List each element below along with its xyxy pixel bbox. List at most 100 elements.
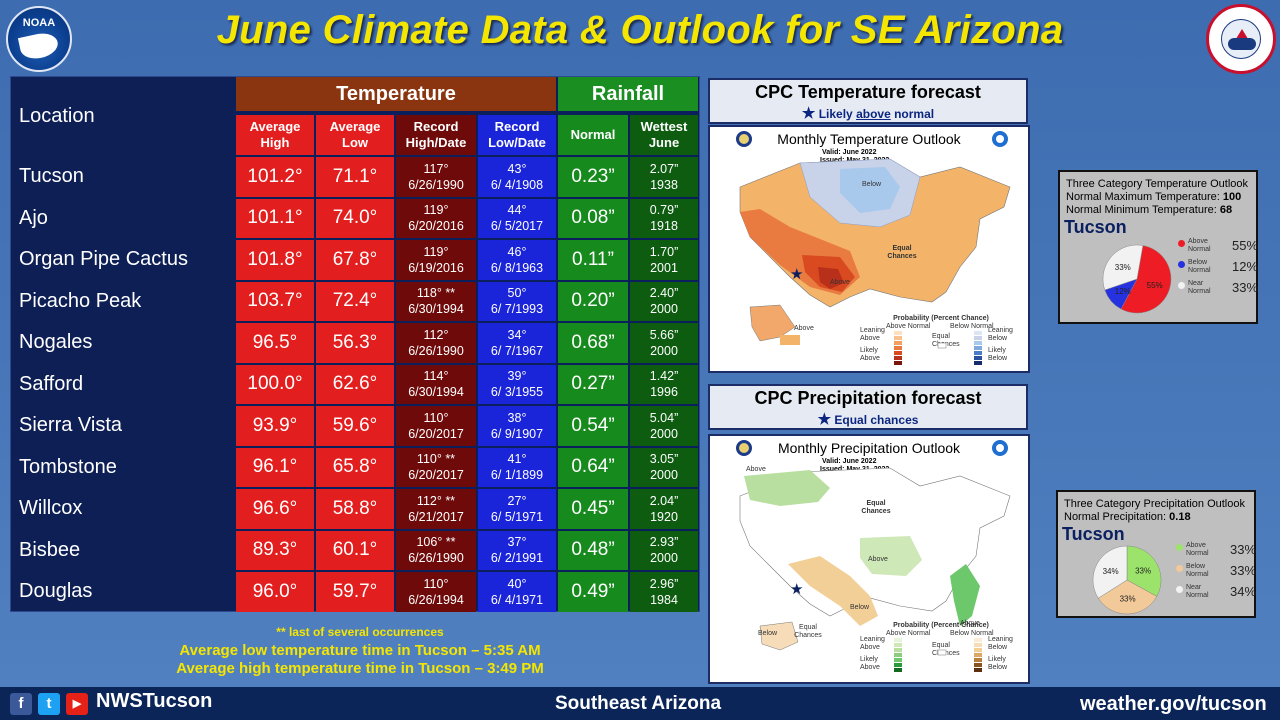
avg-high-cell: 101.2° — [236, 157, 314, 197]
wettest-cell: 2.40” 2000 — [630, 281, 698, 321]
climate-table: Location Temperature Rainfall Average Hi… — [10, 76, 700, 612]
legend-label: Above Normal — [1186, 542, 1209, 557]
location-name: Picacho Peak — [19, 289, 142, 312]
record-low-cell: 34° 6/ 7/1967 — [478, 323, 556, 363]
temperature-header: Temperature — [236, 77, 556, 113]
legend-percent: 33% — [1230, 542, 1257, 557]
low-time-note: Average low temperature time in Tucson –… — [179, 642, 541, 659]
col-normal: Normal — [558, 115, 628, 155]
pie-slice — [1097, 579, 1158, 615]
avg-low-cell: 62.6° — [316, 364, 394, 404]
location-name: Ajo — [19, 206, 48, 229]
pie-slice-label: 33% — [1135, 566, 1151, 575]
svg-text:★: ★ — [790, 581, 803, 598]
pie-slice-label: 55% — [1147, 281, 1163, 290]
pie-slice-label: 33% — [1120, 595, 1136, 604]
col-wettest: Wettest June — [630, 115, 698, 155]
footer-url[interactable]: weather.gov/tucson — [1080, 693, 1267, 715]
location-name: Nogales — [19, 331, 93, 354]
record-high-cell: 118° ** 6/30/1994 — [396, 281, 476, 321]
avg-high-cell: 103.7° — [236, 281, 314, 321]
noaa-logo: NOAA — [6, 6, 72, 72]
rainfall-header: Rainfall — [558, 77, 698, 113]
avg-high-cell: 100.0° — [236, 364, 314, 404]
nws-logo — [1206, 4, 1276, 74]
avg-low-cell: 65.8° — [316, 447, 394, 487]
record-low-cell: 27° 6/ 5/1971 — [478, 489, 556, 529]
record-high-cell: 110° ** 6/20/2017 — [396, 447, 476, 487]
record-low-cell: 46° 6/ 8/1963 — [478, 240, 556, 280]
legend-dot — [1178, 240, 1185, 247]
facebook-icon[interactable]: f — [10, 693, 32, 715]
twitter-icon[interactable]: t — [38, 693, 60, 715]
avg-low-cell: 71.1° — [316, 157, 394, 197]
nws-emblem-icon — [1221, 19, 1261, 59]
avg-low-cell: 56.3° — [316, 323, 394, 363]
legend-dot — [1178, 261, 1185, 268]
wettest-cell: 1.70” 2001 — [630, 240, 698, 280]
legend-label: Near Normal — [1188, 280, 1211, 295]
avg-low-cell: 60.1° — [316, 530, 394, 570]
temp-forecast-header: CPC Temperature forecast ★ Likely above … — [708, 78, 1028, 124]
col-avg-low: Average Low — [316, 115, 394, 155]
precipitation-map-legend — [894, 638, 982, 672]
location-header: Location — [19, 104, 95, 127]
record-low-cell: 50° 6/ 7/1993 — [478, 281, 556, 321]
record-low-cell: 39° 6/ 3/1955 — [478, 364, 556, 404]
record-high-cell: 110° 6/26/1994 — [396, 572, 476, 612]
wettest-cell: 2.96” 1984 — [630, 572, 698, 612]
avg-low-cell: 59.6° — [316, 406, 394, 446]
record-high-cell: 117° 6/26/1990 — [396, 157, 476, 197]
avg-high-cell: 93.9° — [236, 406, 314, 446]
location-name: Tombstone — [19, 455, 117, 478]
record-high-cell: 106° ** 6/26/1990 — [396, 530, 476, 570]
occurrences-note: ** last of several occurrences — [276, 625, 444, 639]
avg-low-cell: 67.8° — [316, 240, 394, 280]
normal-rain-cell: 0.45” — [558, 489, 628, 529]
normal-rain-cell: 0.23” — [558, 157, 628, 197]
star-icon: ★ — [817, 411, 832, 428]
footer-bar — [0, 687, 1280, 720]
location-name: Sierra Vista — [19, 414, 123, 437]
precipitation-outlook-map: Monthly Precipitation Outlook Valid: Jun… — [708, 434, 1030, 684]
avg-high-cell: 96.1° — [236, 447, 314, 487]
avg-low-cell: 74.0° — [316, 198, 394, 238]
pie-slice — [1126, 545, 1162, 597]
precip-forecast-header: CPC Precipitation forecast ★ Equal chanc… — [708, 384, 1028, 430]
wettest-cell: 1.42” 1996 — [630, 364, 698, 404]
location-name: Douglas — [19, 580, 93, 603]
pie-slice-label: 12% — [1115, 287, 1131, 296]
record-high-cell: 110° 6/20/2017 — [396, 406, 476, 446]
temperature-map-graphic: ★ — [736, 131, 1011, 345]
youtube-icon[interactable]: ▶ — [66, 693, 88, 715]
location-name: Bisbee — [19, 538, 81, 561]
normal-rain-cell: 0.27” — [558, 364, 628, 404]
normal-rain-cell: 0.49” — [558, 572, 628, 612]
avg-low-cell: 72.4° — [316, 281, 394, 321]
star-icon: ★ — [801, 105, 816, 122]
legend-label: Near Normal — [1186, 584, 1209, 599]
col-record-low: Record Low/Date — [478, 115, 556, 155]
record-high-cell: 119° 6/20/2016 — [396, 198, 476, 238]
pie-slice-label: 34% — [1103, 567, 1119, 576]
record-low-cell: 40° 6/ 4/1971 — [478, 572, 556, 612]
wettest-cell: 3.05” 2000 — [630, 447, 698, 487]
temperature-outlook-map: Monthly Temperature Outlook Valid: June … — [708, 125, 1030, 373]
wettest-cell: 2.93” 2000 — [630, 530, 698, 570]
normal-rain-cell: 0.68” — [558, 323, 628, 363]
normal-rain-cell: 0.20” — [558, 281, 628, 321]
legend-percent: 34% — [1230, 584, 1257, 599]
record-high-cell: 114° 6/30/1994 — [396, 364, 476, 404]
location-name: Willcox — [19, 497, 83, 520]
wettest-cell: 2.07” 1938 — [630, 157, 698, 197]
temp-forecast-subtitle: ★ Likely above normal — [801, 105, 935, 122]
record-low-cell: 43° 6/ 4/1908 — [478, 157, 556, 197]
avg-high-cell: 101.1° — [236, 198, 314, 238]
record-low-cell: 38° 6/ 9/1907 — [478, 406, 556, 446]
normal-rain-cell: 0.08” — [558, 198, 628, 238]
legend-percent: 33% — [1232, 280, 1259, 295]
pie-slice — [1092, 545, 1128, 599]
temperature-map-legend — [894, 331, 982, 365]
avg-high-cell: 101.8° — [236, 240, 314, 280]
legend-label: Below Normal — [1186, 563, 1209, 578]
